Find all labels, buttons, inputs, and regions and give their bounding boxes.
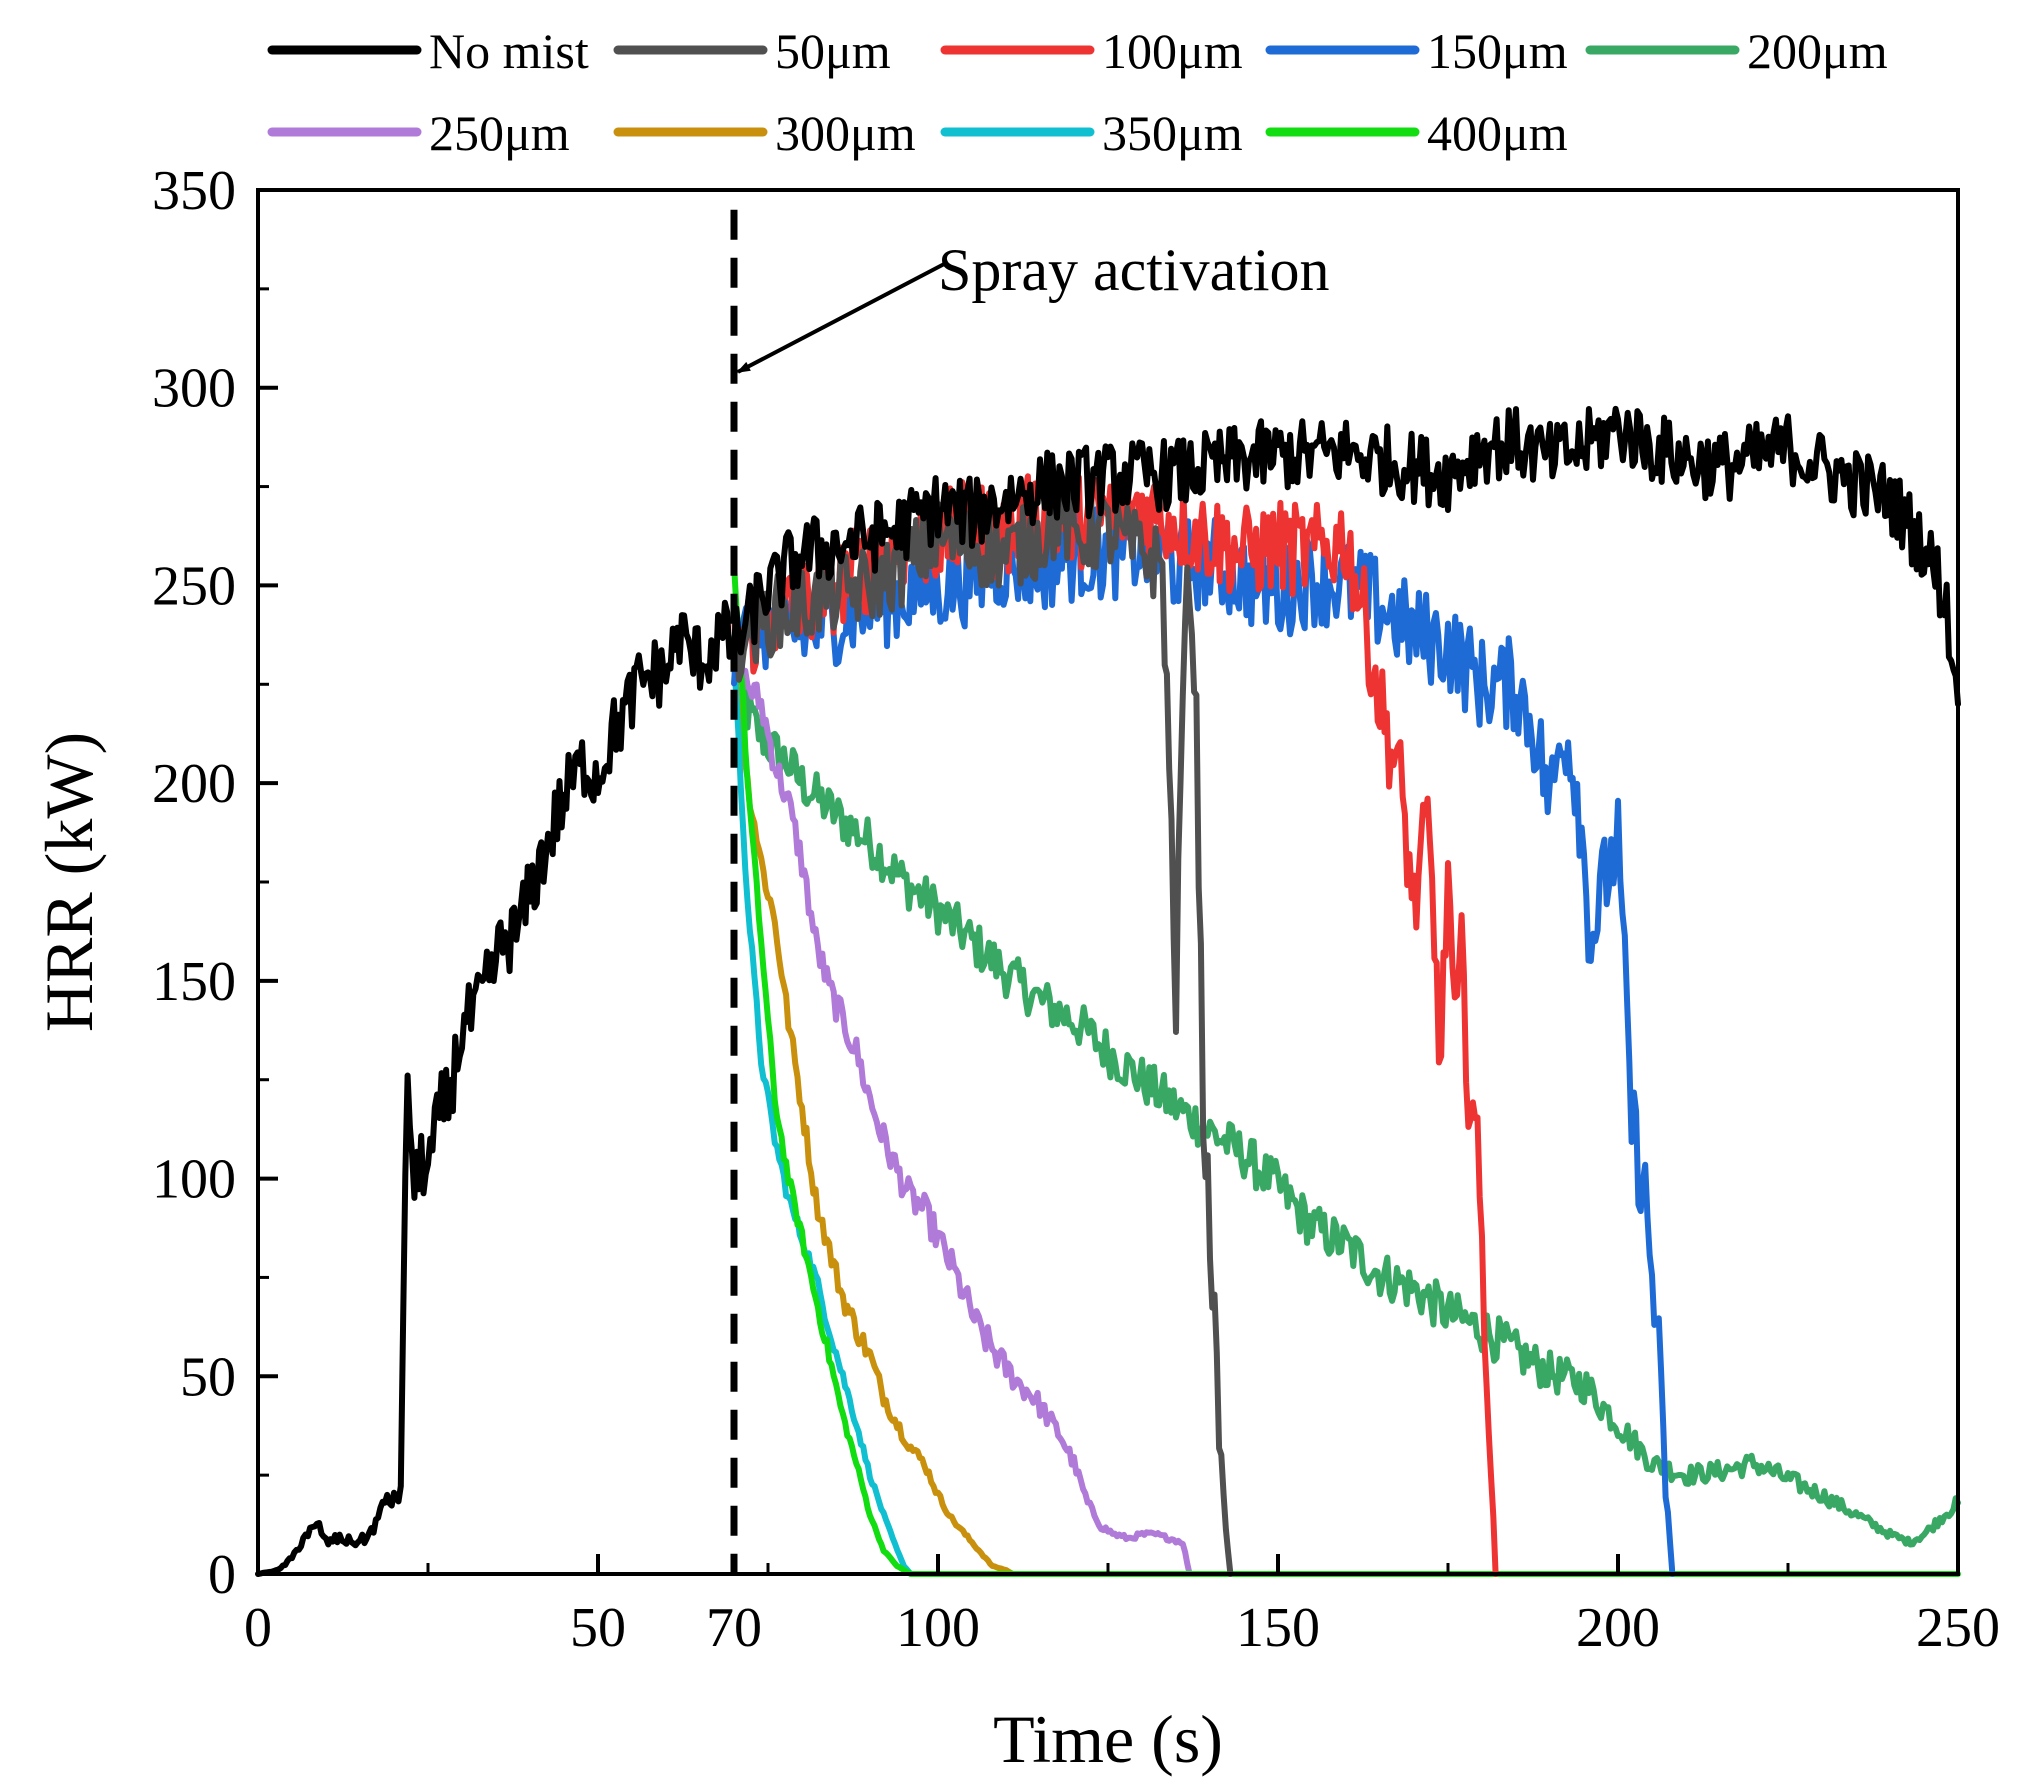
y-tick-label: 250 — [152, 555, 236, 617]
y-tick-label: 150 — [152, 951, 236, 1013]
legend-label-350um: 350μm — [1102, 105, 1243, 161]
x-tick-label: 200 — [1576, 1597, 1660, 1659]
legend-label-200um: 200μm — [1747, 23, 1888, 79]
y-tick-label: 200 — [152, 753, 236, 815]
plot-lines — [258, 409, 1958, 1574]
legend-label-100um: 100μm — [1102, 23, 1243, 79]
x-tick-label: 70 — [706, 1597, 762, 1659]
x-tick-label: 250 — [1916, 1597, 2000, 1659]
series-line-100um — [734, 475, 1496, 1575]
hrr-chart: No mist 50μm 100μm 150μm 200μm 250μm 300μm 350μ… — [0, 0, 2027, 1792]
axes: 0 50 70 100 150 200 250 0 50 100 150 200 250 300 350 — [152, 160, 2000, 1659]
x-tick-label: 150 — [1236, 1597, 1320, 1659]
y-tick-label: 100 — [152, 1149, 236, 1211]
plot-frame — [258, 190, 1958, 1574]
x-tick-label: 100 — [896, 1597, 980, 1659]
legend-label-150um: 150μm — [1427, 23, 1568, 79]
series-line-200um — [734, 637, 1958, 1544]
legend-label-50um: 50μm — [775, 23, 891, 79]
y-tick-label: 300 — [152, 358, 236, 420]
series-line-400um — [734, 564, 1958, 1574]
legend: No mist 50μm 100μm 150μm 200μm 250μm 300μm 350μ… — [272, 23, 1888, 161]
y-axis-title: HRR (kW) — [31, 732, 107, 1032]
legend-label-300um: 300μm — [775, 105, 916, 161]
x-tick-label: 50 — [570, 1597, 626, 1659]
spray-annotation-arrow — [738, 262, 948, 372]
spray-annotation-text: Spray activation — [938, 237, 1330, 303]
legend-label-no-mist: No mist — [429, 23, 589, 79]
legend-label-400um: 400μm — [1427, 105, 1568, 161]
legend-label-250um: 250μm — [429, 105, 570, 161]
spray-annotation: Spray activation — [738, 237, 1330, 372]
series-line-no-mist — [258, 409, 1958, 1574]
y-tick-label: 0 — [208, 1544, 236, 1606]
y-tick-label: 50 — [180, 1346, 236, 1408]
y-tick-label: 350 — [152, 160, 236, 222]
x-tick-label: 0 — [244, 1597, 272, 1659]
x-axis-title: Time (s) — [993, 1701, 1223, 1777]
